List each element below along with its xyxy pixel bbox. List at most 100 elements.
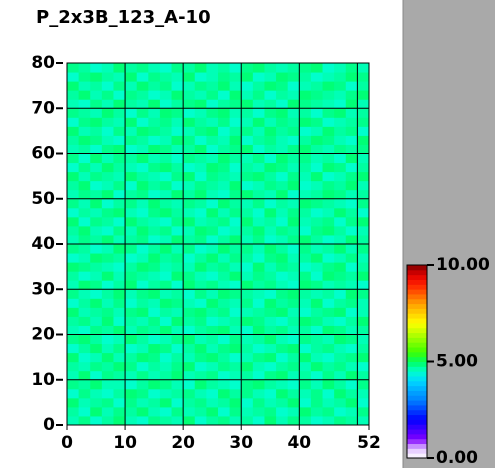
cell — [322, 162, 335, 173]
cell — [136, 171, 149, 182]
cell — [78, 334, 91, 345]
cell — [322, 271, 335, 281]
cell — [148, 343, 161, 354]
cell — [136, 352, 149, 363]
cell — [159, 334, 173, 345]
cell — [90, 189, 103, 200]
cell — [241, 135, 254, 145]
cell — [345, 162, 358, 173]
cell — [78, 361, 91, 372]
cell — [229, 153, 242, 164]
cell — [345, 171, 358, 182]
cell — [345, 198, 358, 209]
cell — [241, 379, 254, 390]
cell — [334, 307, 347, 317]
cell — [183, 253, 196, 263]
cell — [276, 135, 289, 145]
cell — [113, 352, 126, 363]
cell — [322, 361, 335, 372]
cell — [252, 370, 265, 381]
cell — [159, 262, 173, 272]
cell — [276, 81, 289, 91]
cell — [357, 153, 370, 164]
cell — [148, 198, 161, 209]
cell — [67, 126, 80, 136]
cell — [310, 262, 324, 272]
cell — [322, 234, 335, 245]
cell — [183, 316, 196, 326]
colorbar-band — [407, 347, 427, 353]
cell — [159, 379, 173, 390]
cell — [136, 280, 149, 290]
cell — [310, 397, 324, 408]
cell — [194, 207, 207, 218]
cell — [206, 180, 219, 191]
cell — [310, 307, 324, 317]
cell — [287, 216, 300, 227]
colorbar-band — [407, 322, 427, 329]
cell — [264, 244, 277, 254]
cell — [125, 135, 138, 145]
cell — [90, 388, 103, 399]
cell — [287, 234, 300, 245]
cell — [206, 207, 219, 218]
cell — [194, 244, 207, 254]
cell — [252, 289, 265, 299]
cell — [264, 334, 277, 345]
cell — [136, 63, 149, 73]
cell — [78, 388, 91, 399]
cell — [264, 307, 277, 317]
cell — [345, 388, 358, 399]
cell — [90, 117, 103, 127]
cell — [287, 108, 300, 118]
cell — [194, 352, 207, 363]
cell — [287, 126, 300, 136]
cell — [229, 253, 242, 263]
cell — [125, 388, 138, 399]
cell — [241, 361, 254, 372]
cell — [78, 262, 91, 272]
cell — [101, 325, 114, 335]
cell — [299, 253, 312, 263]
cell — [310, 298, 324, 308]
cell — [148, 397, 161, 408]
cell — [334, 207, 347, 218]
cell — [322, 325, 335, 335]
cell — [241, 207, 254, 218]
cell — [125, 180, 138, 191]
cell — [136, 162, 149, 173]
cell — [125, 216, 138, 227]
cell — [67, 225, 80, 236]
cell — [67, 63, 80, 73]
cell — [148, 388, 161, 399]
cell — [113, 343, 126, 354]
cell — [345, 370, 358, 381]
cell — [171, 271, 184, 281]
cell — [90, 244, 103, 254]
cell — [287, 225, 300, 236]
cell — [287, 135, 300, 145]
colorbar-band — [407, 433, 427, 440]
cell — [218, 216, 231, 227]
cell — [229, 99, 242, 109]
cell — [194, 90, 207, 100]
cell — [113, 81, 126, 91]
cell — [229, 370, 242, 381]
cell — [299, 72, 312, 82]
cell — [299, 189, 312, 200]
cell — [229, 262, 242, 272]
cell — [183, 63, 196, 73]
cell — [183, 144, 196, 154]
cell — [206, 325, 219, 335]
cell — [345, 189, 358, 200]
cell — [101, 126, 114, 136]
cell — [276, 117, 289, 127]
cell — [136, 153, 149, 164]
cell — [206, 153, 219, 164]
cell — [113, 397, 126, 408]
colorbar-band — [407, 318, 427, 324]
cell — [287, 280, 300, 290]
cell — [171, 90, 184, 100]
cell — [148, 117, 161, 127]
cell — [322, 334, 335, 345]
